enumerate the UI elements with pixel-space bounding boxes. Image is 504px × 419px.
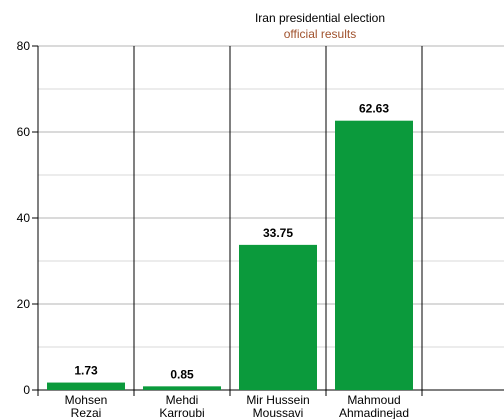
- grid-lines: [37, 45, 504, 396]
- bar-value-label: 0.85: [170, 367, 194, 381]
- bar-mir-hussein-moussavi: [239, 244, 317, 390]
- y-tick-label: 20: [17, 297, 31, 311]
- x-category-label: Rezai: [71, 406, 102, 419]
- x-category-label: Mir Hussein: [246, 393, 309, 407]
- y-tick-label: 60: [17, 125, 31, 139]
- bar-value-label: 33.75: [263, 226, 293, 240]
- bar-value-label: 62.63: [359, 102, 389, 116]
- bar-value-label: 1.73: [74, 364, 98, 378]
- chart-title: Iran presidential election: [255, 11, 385, 25]
- chart-title-group: Iran presidential election official resu…: [255, 11, 385, 41]
- bar-mehdi-karroubi: [143, 386, 221, 390]
- y-tick-label: 80: [17, 39, 31, 53]
- bar-mahmoud-ahmadinejad: [335, 120, 413, 390]
- y-tick-label: 40: [17, 211, 31, 225]
- x-category-label: Karroubi: [159, 406, 204, 419]
- x-category-label: Ahmadinejad: [339, 406, 409, 419]
- axes: 0 20 40 60 80: [17, 39, 504, 397]
- x-category-label: Mohsen: [65, 393, 108, 407]
- x-category-label: Mehdi: [166, 393, 199, 407]
- bar-mohsen-rezai: [47, 382, 125, 390]
- x-category-label: Moussavi: [253, 406, 304, 419]
- chart-subtitle: official results: [284, 27, 356, 41]
- y-tick-label: 0: [23, 383, 30, 397]
- x-category-label: Mahmoud: [347, 393, 400, 407]
- bars: [47, 120, 413, 390]
